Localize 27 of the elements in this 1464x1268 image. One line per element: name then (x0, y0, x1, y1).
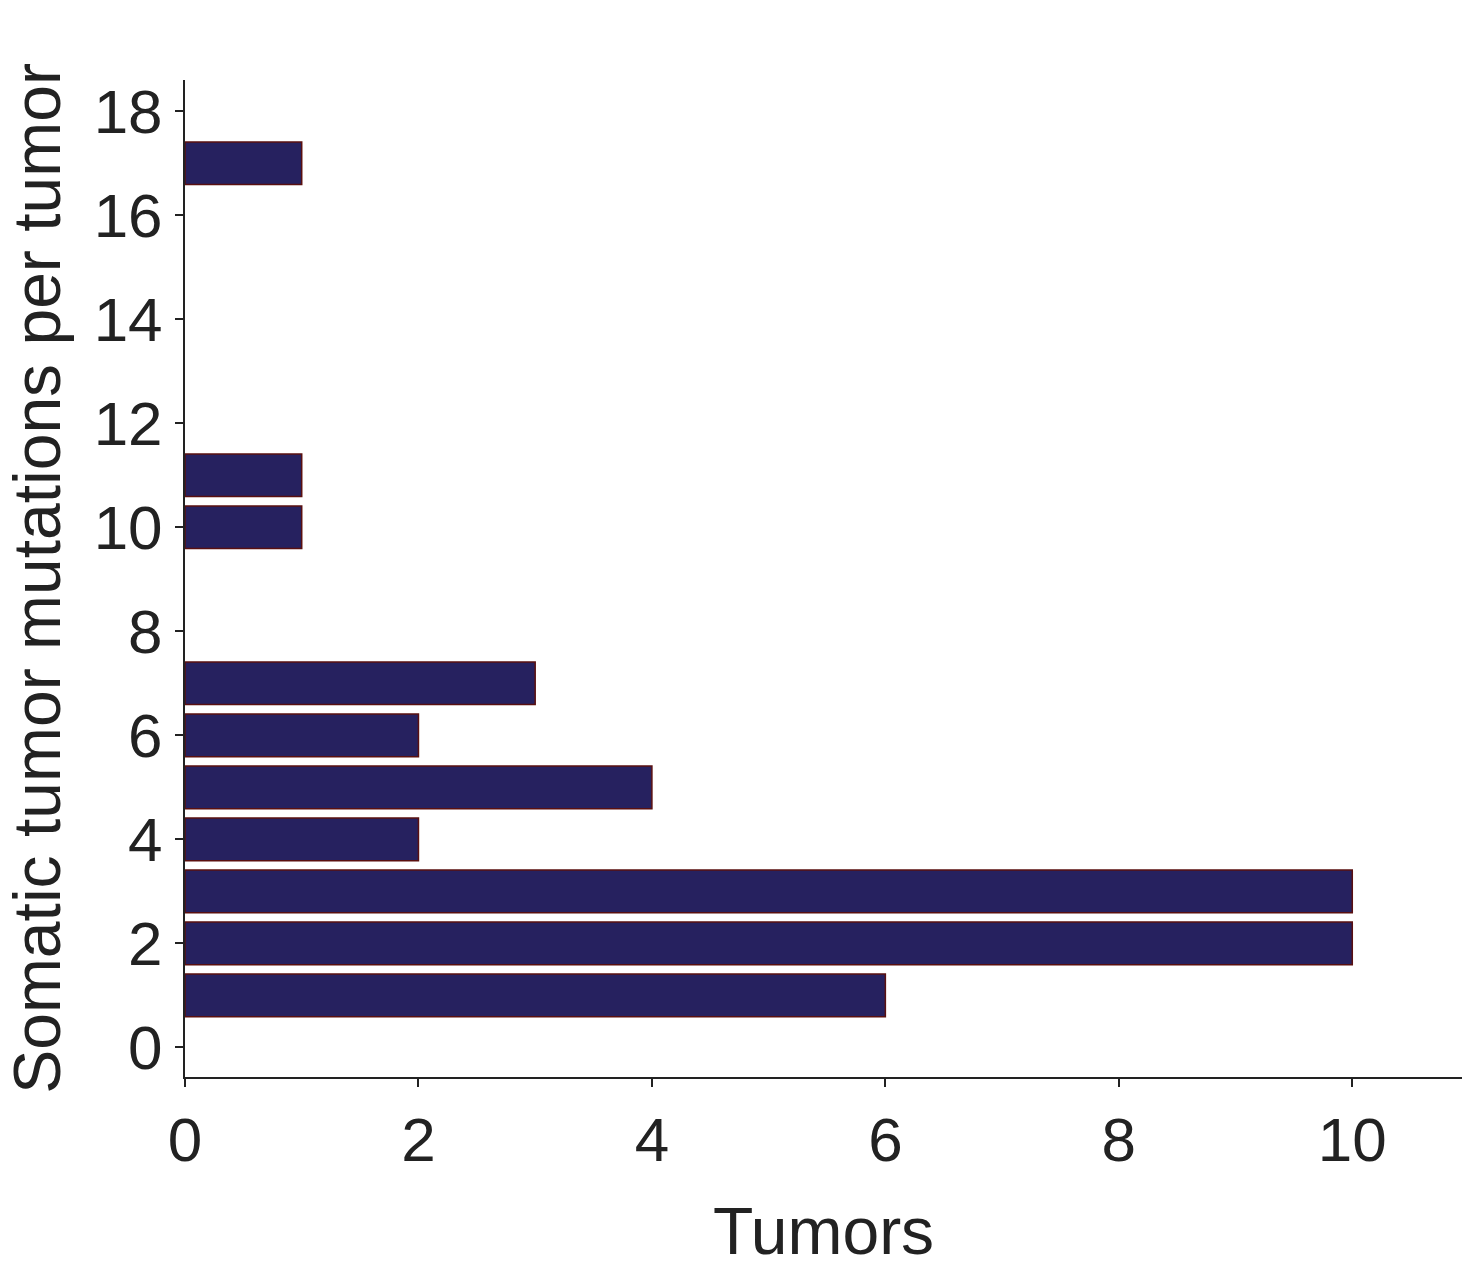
y-tick-label: 12 (93, 388, 163, 458)
x-tick-label: 2 (401, 1105, 436, 1175)
y-tick-label: 2 (128, 909, 163, 979)
bar (185, 973, 887, 1018)
y-tick-label: 0 (128, 1013, 163, 1083)
y-tick-label: 16 (93, 180, 163, 250)
x-tick-label: 6 (868, 1105, 903, 1175)
y-tick-label: 8 (128, 596, 163, 666)
x-tick-label: 8 (1101, 1105, 1137, 1175)
bar (185, 869, 1354, 914)
bar (185, 713, 420, 758)
y-tick-label: 14 (93, 284, 163, 354)
bar (185, 921, 1354, 966)
bar (185, 505, 303, 550)
y-tick-label: 18 (93, 76, 163, 146)
bar (185, 765, 653, 810)
x-tick-label: 4 (634, 1105, 670, 1175)
y-axis-title: Somatic tumor mutations per tumor (0, 63, 74, 1094)
bar (185, 141, 303, 186)
bar (185, 661, 536, 706)
x-axis-title: Tumors (712, 1194, 935, 1268)
x-tick-label: 10 (1317, 1105, 1387, 1175)
y-tick-label: 6 (128, 701, 163, 771)
y-tick-label: 10 (93, 492, 163, 562)
bar (185, 817, 420, 862)
y-tick-label: 4 (128, 805, 163, 875)
bar (185, 453, 303, 498)
